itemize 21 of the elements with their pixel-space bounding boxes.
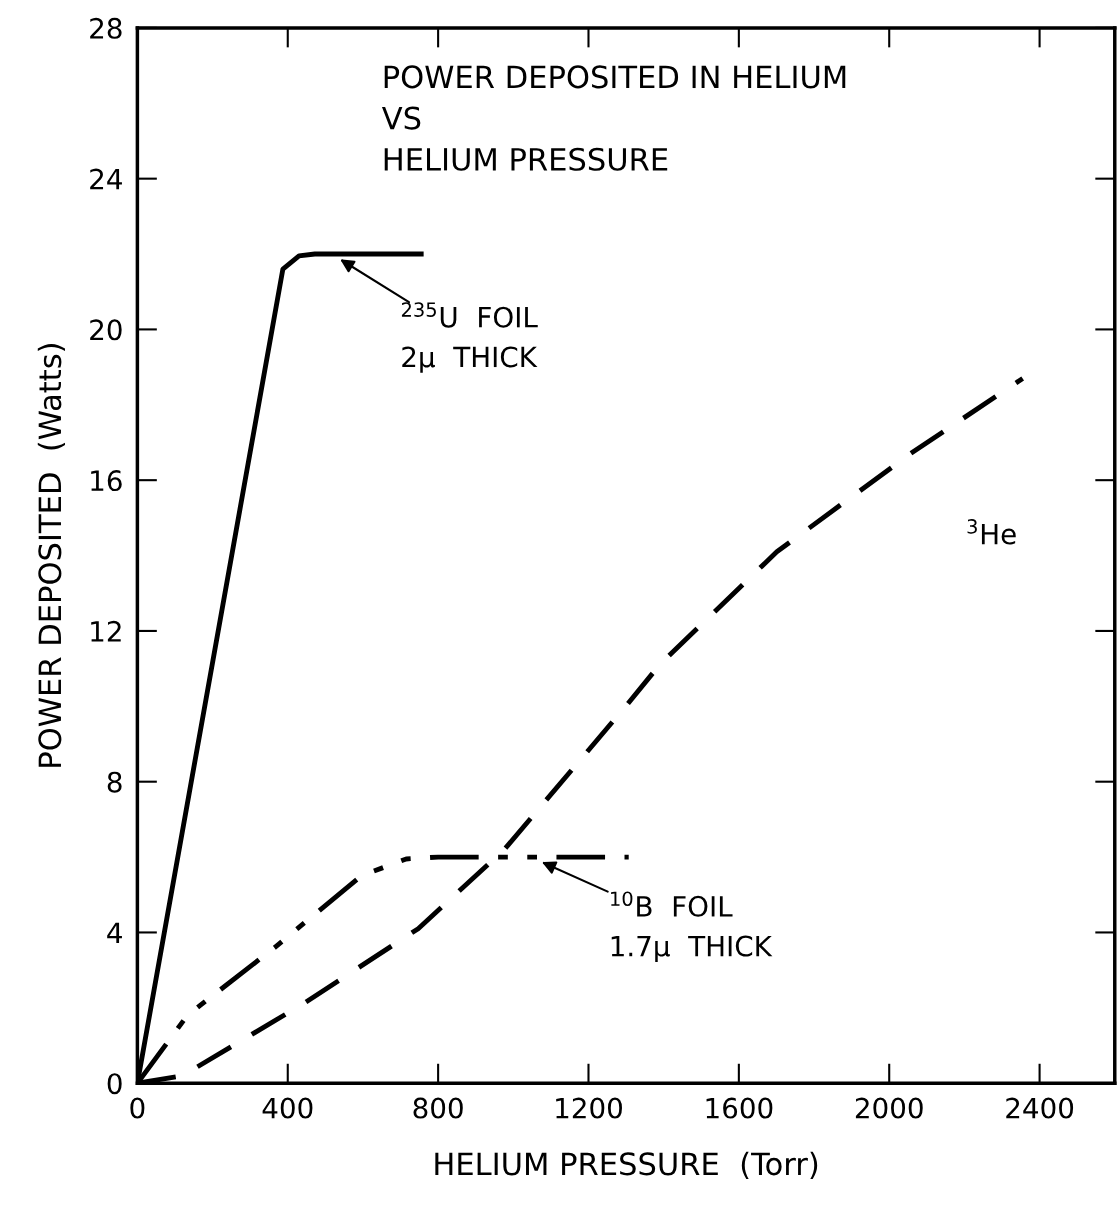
y-tick-label: 0 — [107, 1073, 122, 1095]
x-tick-label: 0 — [130, 1097, 145, 1119]
x-tick-label: 800 — [413, 1097, 463, 1119]
y-tick-label: 12 — [91, 620, 121, 642]
x-axis-title: HELIUM PRESSURE (Torr) — [435, 1151, 818, 1180]
x-tick-label: 1600 — [706, 1097, 773, 1119]
x-tick-label: 400 — [262, 1097, 313, 1119]
x-tick-label: 1200 — [556, 1097, 622, 1119]
y-tick-label: 24 — [90, 168, 122, 190]
y-tick-label: 4 — [107, 922, 122, 943]
text: $^{3}$He — [967, 519, 1016, 545]
annotation: $^{10}$B FOIL 1.7μ THICK — [611, 891, 773, 962]
x-tick-label: 2000 — [855, 1097, 923, 1119]
y-tick-label: 28 — [90, 17, 122, 39]
y-tick-label: 20 — [90, 319, 122, 341]
y-tick-label: 8 — [107, 771, 122, 793]
y-axis-title: POWER DEPOSITED (Watts) — [37, 344, 65, 767]
text: POWER DEPOSITED IN HELIUM VS HELIUM PRESSURE — [381, 65, 846, 171]
y-tick-label: 16 — [91, 470, 122, 492]
x-tick-label: 2400 — [1006, 1097, 1074, 1119]
annotation: $^{235}$U FOIL 2μ THICK — [401, 302, 538, 373]
